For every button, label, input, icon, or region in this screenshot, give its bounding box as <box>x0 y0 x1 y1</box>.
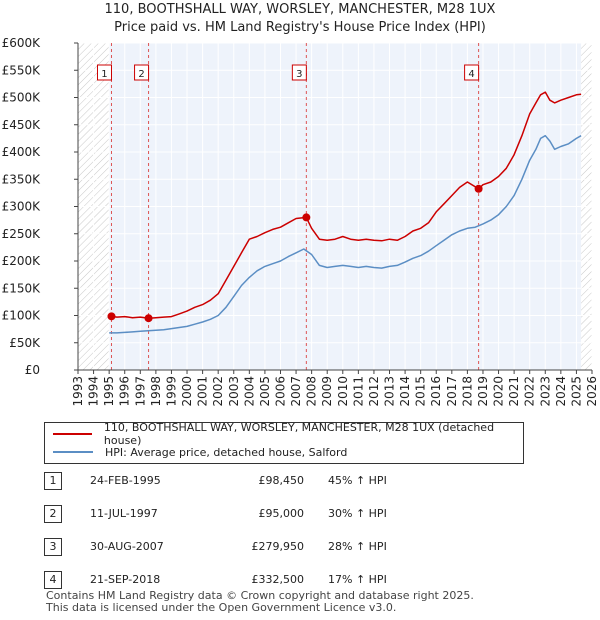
x-tick-label: 1995 <box>102 376 116 407</box>
x-tick-label: 2013 <box>383 376 397 407</box>
y-tick-label: £400K <box>2 145 42 159</box>
x-tick-label: 2019 <box>476 376 490 407</box>
legend: 110, BOOTHSHALL WAY, WORSLEY, MANCHESTER… <box>44 421 524 464</box>
x-tick-label: 2015 <box>414 376 428 407</box>
sale-number-badge: 1 <box>44 472 62 490</box>
x-tick-label: 2008 <box>305 376 319 407</box>
y-tick-label: £550K <box>2 63 42 77</box>
footer-line-copyright: Contains HM Land Registry data © Crown c… <box>46 589 474 602</box>
sale-date: 21-SEP-2018 <box>90 573 161 586</box>
table-row: 2 11-JUL-1997 £95,000 30% ↑ HPI <box>44 501 584 525</box>
sale-hpi-change: 17% ↑ HPI <box>328 573 387 586</box>
y-tick-label: £450K <box>2 118 42 132</box>
sale-point <box>302 213 311 222</box>
sale-label: 1 <box>101 69 107 80</box>
y-tick-label: £300K <box>2 200 42 214</box>
chart-subtitle: Price paid vs. HM Land Registry's House … <box>114 20 486 35</box>
sale-hpi-change: 30% ↑ HPI <box>328 507 387 520</box>
x-tick-label: 2023 <box>538 376 552 407</box>
x-tick-label: 1998 <box>149 376 163 407</box>
y-tick-label: £350K <box>2 172 42 186</box>
x-tick-label: 2003 <box>227 376 241 407</box>
x-tick-label: 2004 <box>242 376 256 407</box>
sale-number-badge: 3 <box>44 538 62 556</box>
x-tick-label: 2011 <box>351 376 365 407</box>
sale-point <box>474 184 483 193</box>
sale-point <box>107 312 116 321</box>
x-tick-label: 2001 <box>196 376 210 407</box>
legend-item-hpi: HPI: Average price, detached house, Salf… <box>53 443 347 461</box>
x-tick-label: 2018 <box>460 376 474 407</box>
x-tick-label: 2014 <box>398 376 412 407</box>
sale-label: 2 <box>138 69 144 80</box>
x-tick-label: 2021 <box>507 376 521 407</box>
price-chart: 1 2 3 4 £0 £50K £100K £150K £200K £250K £300K £350K… <box>2 36 599 407</box>
sale-price: £279,950 <box>251 540 305 553</box>
x-tick-label: 2007 <box>289 376 303 407</box>
y-tick-label: £150K <box>2 281 42 295</box>
x-tick-label: 2017 <box>445 376 459 407</box>
sale-price: £95,000 <box>258 507 305 520</box>
legend-hpi-label: HPI: Average price, detached house, Salf… <box>105 445 348 459</box>
property-series-line <box>111 91 582 319</box>
sale-label-box <box>464 64 480 81</box>
sale-price: £332,500 <box>251 573 305 586</box>
sale-price: £98,450 <box>258 474 305 487</box>
x-tick-label: 1993 <box>71 376 85 407</box>
footer-line-licence: This data is licensed under the Open Gov… <box>46 601 397 614</box>
sale-number-badge: 4 <box>44 571 62 589</box>
x-tick-label: 2009 <box>320 376 334 407</box>
x-tick-label: 2002 <box>211 376 225 407</box>
sale-number-badge: 2 <box>44 505 62 523</box>
table-row: 4 21-SEP-2018 £332,500 17% ↑ HPI <box>44 567 584 591</box>
y-tick-label: £250K <box>2 227 42 241</box>
y-tick-label: £200K <box>2 254 42 268</box>
y-tick-label: £500K <box>2 91 42 105</box>
x-tick-label: 2000 <box>180 376 194 407</box>
footer-attribution: Contains HM Land Registry data © Crown c… <box>46 590 474 614</box>
y-tick-label: £600K <box>2 36 42 50</box>
y-tick-label: £100K <box>2 309 42 323</box>
x-tick-label: 2016 <box>429 376 443 407</box>
y-tick-label: £0 <box>25 363 40 377</box>
table-row: 3 30-AUG-2007 £279,950 28% ↑ HPI <box>44 534 584 558</box>
legend-property-label: 110, BOOTHSHALL WAY, WORSLEY, MANCHESTER… <box>103 421 495 447</box>
x-tick-label: 2022 <box>523 376 537 407</box>
sale-date: 24-FEB-1995 <box>90 474 161 487</box>
legend-item-property: 110, BOOTHSHALL WAY, WORSLEY, MANCHESTER… <box>53 421 523 447</box>
x-tick-label: 2025 <box>569 376 583 407</box>
sale-label-box <box>291 64 307 81</box>
sale-label: 3 <box>296 69 302 80</box>
sale-label-box <box>134 64 150 81</box>
sale-hpi-change: 28% ↑ HPI <box>328 540 387 553</box>
property-line-swatch <box>53 433 92 435</box>
x-tick-label: 2010 <box>336 376 350 407</box>
x-tick-label: 2005 <box>258 376 272 407</box>
sale-label-box <box>96 64 112 81</box>
hpi-series-line <box>109 134 582 334</box>
table-row: 1 24-FEB-1995 £98,450 45% ↑ HPI <box>44 468 584 492</box>
x-tick-label: 2024 <box>554 376 568 407</box>
x-tick-label: 1999 <box>164 376 178 407</box>
sale-label: 4 <box>468 69 474 80</box>
hpi-line-swatch <box>53 451 93 453</box>
sale-point <box>144 314 153 323</box>
x-tick-label: 1997 <box>133 376 147 407</box>
sale-date: 30-AUG-2007 <box>90 540 164 553</box>
x-tick-label: 1996 <box>118 376 132 407</box>
y-tick-label: £50K <box>9 336 41 350</box>
x-tick-label: 2012 <box>367 376 381 407</box>
sale-date: 11-JUL-1997 <box>90 507 158 520</box>
x-tick-label: 2026 <box>585 376 599 407</box>
x-tick-label: 2020 <box>492 376 506 407</box>
x-tick-label: 1994 <box>87 376 101 407</box>
chart-title: 110, BOOTHSHALL WAY, WORSLEY, MANCHESTER… <box>104 2 496 17</box>
x-tick-label: 2006 <box>273 376 287 407</box>
sale-hpi-change: 45% ↑ HPI <box>328 474 387 487</box>
